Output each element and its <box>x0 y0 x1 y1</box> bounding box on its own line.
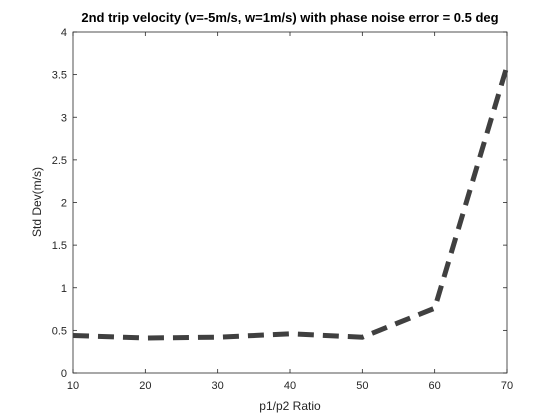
y-axis-ticks: 0 0.5 1 1.5 2 2.5 3 3.5 4 <box>52 27 507 380</box>
y-tick-label: 0 <box>61 368 67 380</box>
y-tick-label: 0.5 <box>52 325 67 337</box>
x-tick-label: 20 <box>139 380 151 392</box>
y-tick-label: 2.5 <box>52 155 67 167</box>
y-tick-label: 3 <box>61 112 67 124</box>
y-tick-label: 1 <box>61 283 67 295</box>
y-tick-label: 2 <box>61 198 67 210</box>
x-tick-label: 40 <box>284 380 296 392</box>
plot-area <box>72 31 508 374</box>
y-tick-label: 4 <box>61 27 67 39</box>
x-tick-label: 60 <box>429 380 441 392</box>
x-tick-label: 70 <box>501 380 513 392</box>
x-tick-label: 10 <box>67 380 79 392</box>
y-tick-label: 3.5 <box>52 70 67 82</box>
y-axis-label: Std Dev(m/s) <box>30 167 44 237</box>
chart-title: 2nd trip velocity (v=-5m/s, w=1m/s) with… <box>81 10 498 25</box>
x-tick-label: 30 <box>212 380 224 392</box>
x-axis-label: p1/p2 Ratio <box>259 399 321 413</box>
x-tick-label: 50 <box>356 380 368 392</box>
y-tick-label: 1.5 <box>52 240 67 252</box>
x-axis-ticks: 10 20 30 40 50 60 70 <box>67 32 513 392</box>
